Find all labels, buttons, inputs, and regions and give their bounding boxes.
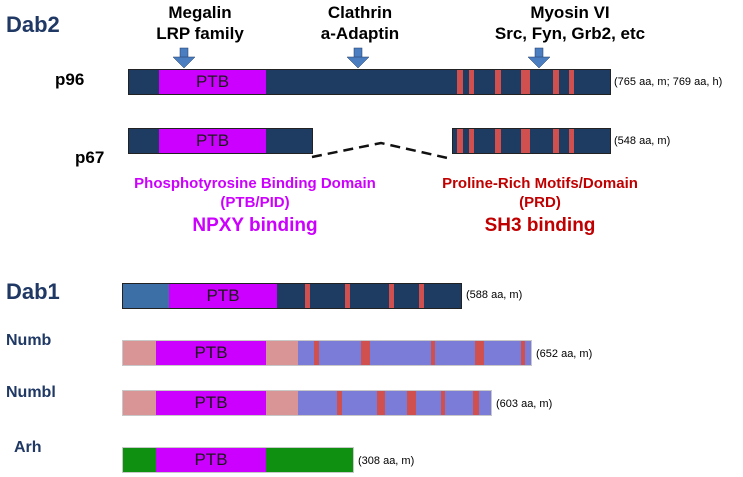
prd-domain-name: Proline-Rich Motifs/Domain <box>442 175 638 192</box>
numbl-label: Numbl <box>6 384 56 401</box>
megalin-arrow-icon <box>172 47 196 69</box>
numb-motif-2 <box>361 341 370 365</box>
numb-label: Numb <box>6 332 52 349</box>
numbl-length: (603 aa, m) <box>496 398 553 410</box>
a-adaptin-label: a-Adaptin <box>320 24 400 43</box>
ptb-domain-abbrev: (PTB/PID) <box>220 194 290 211</box>
numbl-motif-4 <box>441 391 445 415</box>
p67-length: (548 aa, m) <box>614 135 671 147</box>
ptb-annotation: Phosphotyrosine Binding Domain (PTB/PID)… <box>95 174 415 239</box>
numbl-motif-2 <box>377 391 385 415</box>
numb-bar: PTB <box>122 340 532 366</box>
splice-dashed-line <box>311 141 453 161</box>
numbl-bar: PTB <box>122 390 492 416</box>
p67-bar-left: PTB <box>128 128 313 154</box>
p67-label: p67 <box>75 148 105 167</box>
megalin-partner-label: Megalin LRP family <box>140 2 260 44</box>
p96-motif-5 <box>553 70 559 94</box>
numb-c-terminal-region <box>298 341 531 365</box>
numbl-ptb-domain: PTB <box>156 391 266 415</box>
p96-motif-3 <box>495 70 501 94</box>
megalin-label: Megalin <box>168 3 232 22</box>
myosin-partner-label: Myosin VI Src, Fyn, Grb2, etc <box>470 2 670 44</box>
clathrin-label: Clathrin <box>327 3 393 22</box>
npxy-binding-label: NPXY binding <box>192 215 318 236</box>
p96-motif-2 <box>469 70 474 94</box>
p67-motif-1 <box>457 129 463 153</box>
dab1-motif-3 <box>389 284 394 308</box>
p96-length: (765 aa, m; 769 aa, h) <box>614 76 723 88</box>
clathrin-partner-label: Clathrin a-Adaptin <box>305 2 415 44</box>
numb-motif-3 <box>431 341 435 365</box>
numb-length: (652 aa, m) <box>536 348 593 360</box>
dab1-motif-1 <box>305 284 310 308</box>
p67-motif-4 <box>521 129 530 153</box>
arh-length: (308 aa, m) <box>358 455 415 467</box>
p67-motif-5 <box>553 129 559 153</box>
dab1-length: (588 aa, m) <box>466 289 523 301</box>
p67-motif-3 <box>495 129 501 153</box>
p96-motif-4 <box>521 70 530 94</box>
dab2-heading: Dab2 <box>6 12 60 37</box>
arh-bar: PTB <box>122 447 354 473</box>
numbl-motif-3 <box>407 391 416 415</box>
numbl-motif-5 <box>473 391 479 415</box>
numb-ptb-domain: PTB <box>156 341 266 365</box>
arh-ptb-domain: PTB <box>156 448 266 472</box>
numb-motif-1 <box>314 341 319 365</box>
dab1-heading: Dab1 <box>6 279 60 304</box>
p96-ptb-domain: PTB <box>159 70 266 94</box>
p96-bar: PTB <box>128 69 611 95</box>
sh3-binding-label: SH3 binding <box>484 215 596 236</box>
p96-motif-6 <box>569 70 574 94</box>
p67-motif-6 <box>569 129 574 153</box>
prd-annotation: Proline-Rich Motifs/Domain (PRD) SH3 bin… <box>410 174 670 239</box>
numb-motif-5 <box>521 341 525 365</box>
clathrin-arrow-icon <box>346 47 370 69</box>
p67-bar-right <box>452 128 611 154</box>
src-fyn-grb2-label: Src, Fyn, Grb2, etc <box>494 24 646 43</box>
dab1-bar: PTB <box>122 283 462 309</box>
p67-ptb-domain: PTB <box>159 129 266 153</box>
prd-domain-abbrev: (PRD) <box>519 194 561 211</box>
p96-motif-1 <box>457 70 463 94</box>
dab1-ptb-domain: PTB <box>169 284 277 308</box>
myosin-vi-label: Myosin VI <box>530 3 610 22</box>
dab1-motif-4 <box>419 284 424 308</box>
numb-motif-4 <box>475 341 484 365</box>
dab1-motif-2 <box>345 284 350 308</box>
ptb-domain-name: Phosphotyrosine Binding Domain <box>134 175 376 192</box>
numbl-c-terminal-region <box>298 391 491 415</box>
p67-motif-2 <box>469 129 474 153</box>
p96-label: p96 <box>55 70 85 89</box>
arh-label: Arh <box>14 439 42 456</box>
myosin-arrow-icon <box>527 47 551 69</box>
lrp-family-label: LRP family <box>156 24 244 43</box>
numbl-motif-1 <box>337 391 342 415</box>
